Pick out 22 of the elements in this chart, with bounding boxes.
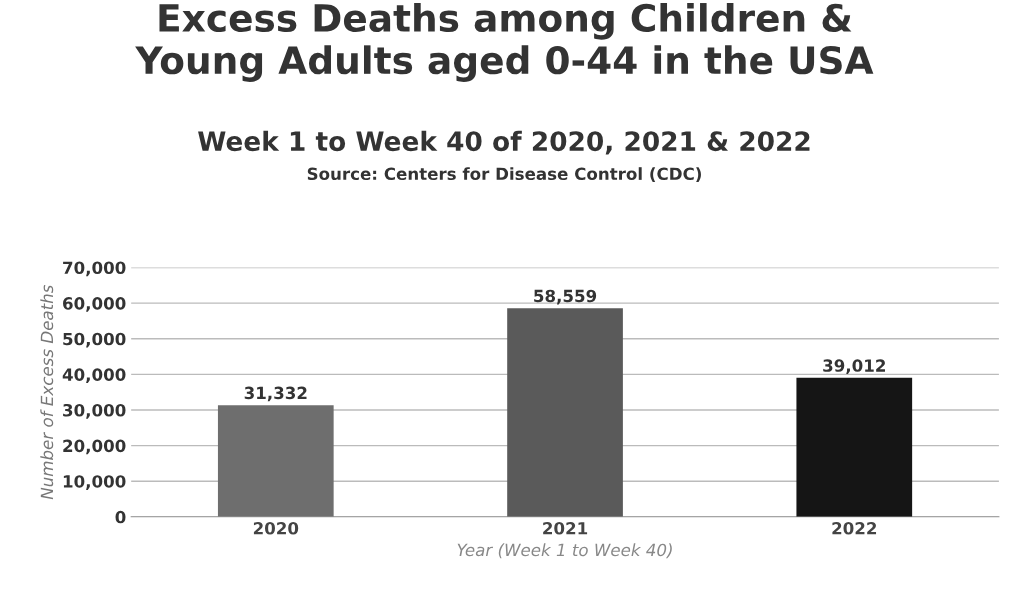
y-tick-label: 0 xyxy=(115,510,126,524)
x-tick-label: 2022 xyxy=(832,521,877,535)
chart-title: Excess Deaths among Children & Young Adults aged 0-44 in the USA xyxy=(135,3,874,82)
source-note: Source: Centers for Disease Control (CDC) xyxy=(307,167,701,183)
chart-subtitle: Week 1 to Week 40 of 2020, 2021 & 2022 xyxy=(198,130,810,155)
y-tick-label: 20,000 xyxy=(63,439,126,455)
bar xyxy=(217,405,334,517)
y-tick-label: 30,000 xyxy=(63,403,126,419)
y-tick-label: 10,000 xyxy=(63,475,126,490)
x-tick-label: 2021 xyxy=(543,521,588,535)
y-tick-label: 70,000 xyxy=(63,261,126,277)
bar xyxy=(796,377,913,517)
x-tick-label: 2020 xyxy=(253,521,299,535)
bar xyxy=(507,308,623,517)
x-axis-title: Year (Week 1 to Week 40) xyxy=(457,543,672,559)
data-label: 58,559 xyxy=(534,289,597,305)
y-tick-label: 40,000 xyxy=(62,368,126,384)
y-axis-title: Number of Excess Deaths xyxy=(40,284,54,500)
y-tick-label: 50,000 xyxy=(63,332,126,348)
y-tick-label: 60,000 xyxy=(63,297,126,312)
data-label: 31,332 xyxy=(244,386,307,402)
data-label: 39,012 xyxy=(823,359,885,374)
